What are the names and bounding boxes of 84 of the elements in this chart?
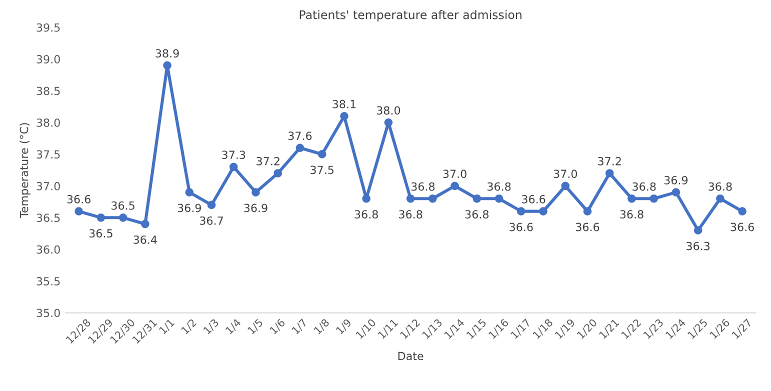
data-label: 36.6 — [510, 222, 533, 232]
point — [539, 207, 548, 216]
point — [650, 194, 658, 203]
x-tick-label: 1/4 — [225, 318, 242, 335]
y-tick-label: 39.5 — [36, 23, 60, 32]
x-tick-label: 1/3 — [202, 318, 220, 335]
data-label: 36.6 — [522, 195, 546, 204]
y-tick-label: 36.5 — [36, 214, 60, 222]
x-tick-label: 1/5 — [247, 318, 264, 335]
point — [516, 207, 526, 216]
data-label: 37.6 — [288, 132, 312, 140]
point — [362, 194, 370, 203]
point — [318, 150, 326, 158]
y-tick-label: 38.5 — [36, 86, 60, 96]
point — [163, 61, 172, 70]
data-label: 36.8 — [411, 182, 435, 191]
point — [716, 194, 724, 203]
x-axis-title: Date — [398, 352, 424, 360]
point — [229, 162, 238, 172]
point — [428, 194, 437, 203]
data-label: 36.9 — [244, 204, 268, 212]
data-label: 37.0 — [443, 170, 466, 178]
data-label: 36.8 — [632, 182, 656, 191]
y-tick-label: 35.5 — [36, 277, 60, 286]
data-label: 36.8 — [399, 210, 422, 219]
point — [340, 112, 348, 120]
point — [694, 226, 702, 235]
data-label: 38.1 — [332, 100, 356, 108]
data-label: 36.8 — [354, 210, 378, 219]
y-tick-label: 37.0 — [36, 182, 60, 190]
point — [274, 169, 282, 178]
point — [207, 200, 216, 210]
point — [450, 182, 459, 190]
point — [472, 194, 482, 203]
point — [118, 213, 128, 222]
data-label: 36.5 — [112, 201, 134, 210]
data-label: 36.8 — [465, 210, 489, 219]
point — [252, 188, 260, 196]
data-label: 36.8 — [708, 182, 732, 191]
data-label: 36.6 — [576, 222, 600, 232]
y-tick-label: 35.0 — [36, 308, 60, 318]
point — [494, 194, 504, 203]
data-label: 36.8 — [620, 210, 644, 219]
point — [605, 169, 614, 178]
data-label: 37.5 — [310, 166, 334, 174]
x-tick-label: 1/7 — [292, 318, 308, 335]
point — [74, 207, 83, 216]
y-tick-label: 36.0 — [36, 245, 60, 254]
x-tick-label: 1/6 — [269, 318, 286, 335]
point — [96, 213, 106, 222]
point — [140, 220, 150, 228]
data-label: 37.2 — [598, 156, 621, 166]
point — [672, 188, 680, 196]
y-tick-label: 37.5 — [36, 150, 60, 159]
data-label: 36.9 — [664, 176, 688, 184]
y-tick-label: 38.0 — [36, 118, 60, 127]
y-tick-label: 39.0 — [36, 55, 60, 64]
point — [738, 207, 746, 216]
chart-title: Patients' temperature after admission — [300, 10, 522, 22]
data-label: 37.0 — [554, 170, 578, 178]
x-tick-label: 1/2 — [180, 318, 198, 335]
point — [296, 144, 304, 152]
data-label: 36.4 — [134, 235, 157, 244]
x-tick-label: 1/8 — [314, 318, 330, 335]
point — [561, 182, 570, 190]
x-tick-label: 1/9 — [336, 318, 352, 335]
data-label: 36.8 — [488, 182, 511, 191]
data-label: 36.5 — [89, 229, 112, 238]
data-label: 38.0 — [376, 106, 400, 115]
data-label: 36.7 — [200, 216, 223, 225]
point — [384, 118, 393, 127]
data-label: 36.3 — [686, 242, 710, 250]
point — [628, 194, 636, 203]
y-axis-title: Temperature (°C) — [20, 123, 30, 218]
x-tick-label: 1/1 — [158, 318, 176, 335]
data-label: 36.9 — [178, 204, 201, 212]
data-label: 37.2 — [256, 156, 280, 166]
data-label: 38.9 — [156, 49, 179, 58]
data-label: 37.3 — [222, 150, 246, 160]
data-label: 36.6 — [730, 222, 754, 232]
point — [583, 207, 592, 216]
data-label: 36.6 — [67, 195, 90, 204]
point — [406, 194, 415, 203]
point — [185, 188, 194, 196]
